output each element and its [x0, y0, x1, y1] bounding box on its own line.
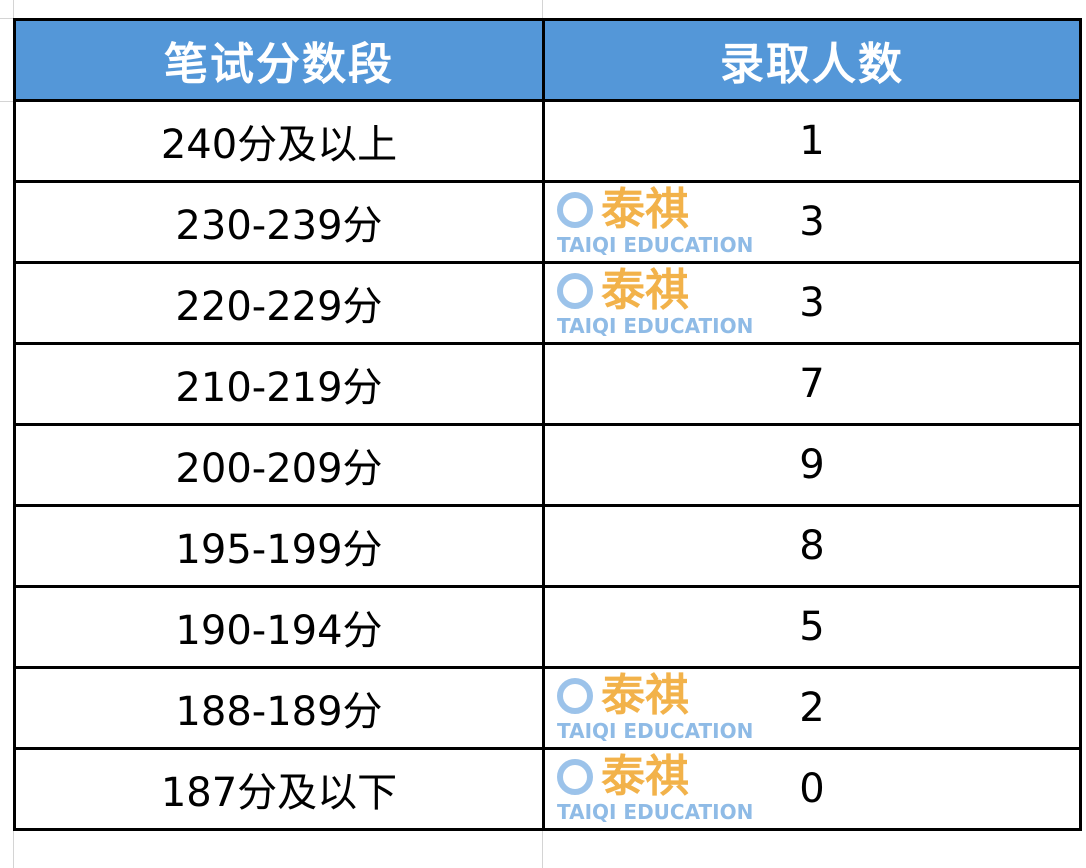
cell-admitted-count[interactable]: 7 [542, 342, 1082, 426]
watermark-logo-icon [557, 273, 593, 309]
watermark-logo-icon [557, 759, 593, 795]
watermark-en: TAIQI EDUCATION [557, 233, 754, 257]
header-score-range[interactable]: 笔试分数段 [13, 18, 545, 102]
cell-score-range[interactable]: 220-229分 [13, 261, 545, 345]
sheet-gridline [13, 0, 14, 868]
watermark-en: TAIQI EDUCATION [557, 314, 754, 338]
table-row: 200-209分 9 [13, 423, 1082, 507]
cell-admitted-count[interactable]: 泰祺 TAIQI EDUCATION 0 [542, 747, 1082, 831]
cell-admitted-count[interactable]: 泰祺 TAIQI EDUCATION 3 [542, 261, 1082, 345]
table-row: 190-194分 5 [13, 585, 1082, 669]
watermark: 泰祺 TAIQI EDUCATION [557, 186, 772, 258]
cell-admitted-count[interactable]: 1 [542, 99, 1082, 183]
admitted-count-value: 1 [799, 118, 825, 164]
watermark: 泰祺 TAIQI EDUCATION [557, 267, 772, 339]
admitted-count-value: 3 [799, 199, 825, 245]
table-row: 210-219分 7 [13, 342, 1082, 426]
cell-score-range[interactable]: 200-209分 [13, 423, 545, 507]
sheet-gridline [0, 101, 13, 102]
admitted-count-value: 0 [799, 766, 825, 812]
watermark: 泰祺 TAIQI EDUCATION [557, 672, 772, 744]
cell-score-range[interactable]: 190-194分 [13, 585, 545, 669]
cell-admitted-count[interactable]: 泰祺 TAIQI EDUCATION 2 [542, 666, 1082, 750]
cell-score-range[interactable]: 240分及以上 [13, 99, 545, 183]
cell-score-range[interactable]: 195-199分 [13, 504, 545, 588]
watermark-en: TAIQI EDUCATION [557, 719, 754, 743]
admitted-count-value: 8 [799, 523, 825, 569]
watermark-en: TAIQI EDUCATION [557, 800, 754, 824]
table-row: 220-229分 泰祺 TAIQI EDUCATION 3 [13, 261, 1082, 345]
admitted-count-value: 9 [799, 442, 825, 488]
cell-admitted-count[interactable]: 9 [542, 423, 1082, 507]
cell-score-range[interactable]: 187分及以下 [13, 747, 545, 831]
sheet-gridline [0, 18, 13, 19]
watermark-cn: 泰祺 [601, 670, 689, 721]
header-admitted-count[interactable]: 录取人数 [542, 18, 1082, 102]
table-row: 230-239分 泰祺 TAIQI EDUCATION 3 [13, 180, 1082, 264]
table-row: 195-199分 8 [13, 504, 1082, 588]
watermark-logo-icon [557, 678, 593, 714]
table-row: 187分及以下 泰祺 TAIQI EDUCATION 0 [13, 747, 1082, 831]
admitted-count-value: 7 [799, 361, 825, 407]
cell-admitted-count[interactable]: 5 [542, 585, 1082, 669]
admitted-count-value: 2 [799, 685, 825, 731]
cell-admitted-count[interactable]: 泰祺 TAIQI EDUCATION 3 [542, 180, 1082, 264]
cell-admitted-count[interactable]: 8 [542, 504, 1082, 588]
cell-score-range[interactable]: 188-189分 [13, 666, 545, 750]
table-row: 188-189分 泰祺 TAIQI EDUCATION 2 [13, 666, 1082, 750]
watermark-cn: 泰祺 [601, 265, 689, 316]
watermark-cn: 泰祺 [601, 751, 689, 802]
admitted-count-value: 3 [799, 280, 825, 326]
cell-score-range[interactable]: 210-219分 [13, 342, 545, 426]
score-admission-table: 笔试分数段 录取人数 240分及以上 1 230-239分 泰祺 TAIQI EDUCA… [13, 18, 1082, 831]
header-row: 笔试分数段 录取人数 [13, 18, 1082, 102]
watermark-logo-icon [557, 192, 593, 228]
watermark: 泰祺 TAIQI EDUCATION [557, 753, 772, 825]
admitted-count-value: 5 [799, 604, 825, 650]
cell-score-range[interactable]: 230-239分 [13, 180, 545, 264]
watermark-cn: 泰祺 [601, 184, 689, 235]
table-row: 240分及以上 1 [13, 99, 1082, 183]
